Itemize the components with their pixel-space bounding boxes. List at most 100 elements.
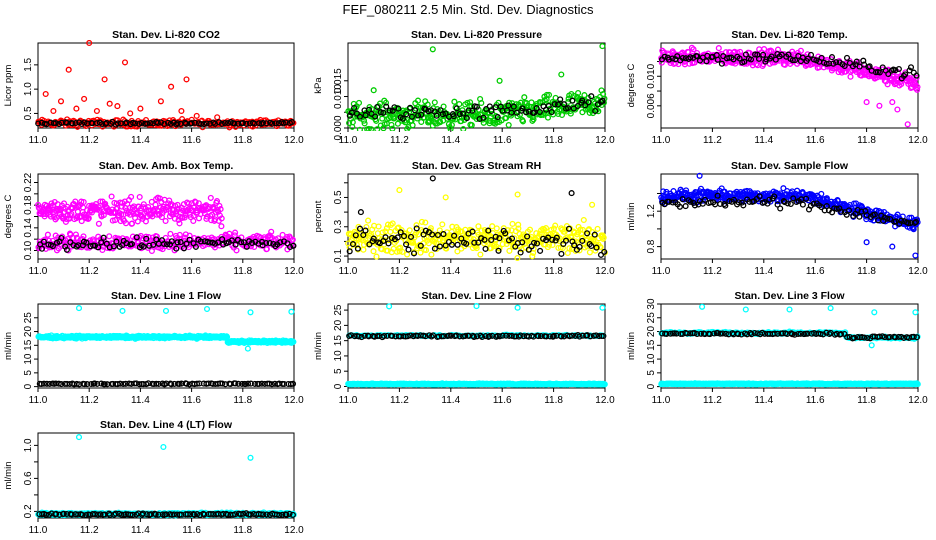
y-axis-label: ml/min: [313, 332, 324, 360]
data-point: [370, 248, 377, 255]
data-point: [813, 57, 820, 64]
data-point: [468, 227, 475, 234]
data-point: [134, 218, 141, 225]
y-tick-label: 20: [333, 319, 344, 331]
data-point: [409, 122, 416, 129]
x-tick-label: 12.0: [284, 266, 304, 277]
data-point: [885, 70, 892, 78]
y-tick-label: 10: [333, 350, 344, 362]
data-point: [277, 239, 284, 246]
data-point: [910, 226, 917, 233]
y-axis-label: Licor ppm: [3, 65, 14, 107]
data-point-outlier: [589, 201, 596, 208]
data-point: [450, 113, 457, 120]
x-tick-label: 11.2: [703, 135, 722, 146]
data-point: [268, 381, 275, 388]
data-point-outlier: [127, 110, 134, 117]
data-point-outlier: [137, 105, 144, 112]
data-point: [440, 231, 447, 238]
data-point: [153, 236, 160, 243]
data-point: [219, 380, 226, 387]
data-point: [463, 115, 470, 122]
data-point: [456, 101, 463, 108]
data-point: [470, 236, 477, 243]
data-point: [665, 198, 673, 205]
data-point: [581, 92, 588, 99]
data-point-outlier: [863, 239, 870, 246]
data-point: [784, 200, 791, 207]
data-point-outlier: [912, 252, 919, 259]
data-point: [448, 121, 455, 129]
data-point: [188, 120, 195, 127]
data-point: [485, 227, 492, 234]
data-point: [395, 105, 402, 112]
data-point: [601, 381, 608, 388]
chart-title: Stan. Dev. Line 3 Flow: [734, 290, 845, 302]
data-point: [214, 239, 222, 246]
data-point: [346, 244, 353, 251]
x-tick-label: 12.0: [595, 266, 615, 277]
data-point: [576, 333, 583, 340]
y-tick-label: 5: [23, 370, 34, 376]
data-point: [88, 380, 95, 388]
data-point: [533, 105, 540, 112]
data-point: [542, 225, 550, 232]
data-point: [168, 238, 175, 245]
data-point: [346, 248, 353, 255]
data-point: [219, 236, 226, 243]
data-point-outlier: [183, 76, 190, 83]
data-point: [289, 236, 296, 243]
data-point: [192, 243, 199, 250]
data-point: [789, 57, 796, 64]
data-point: [586, 249, 593, 256]
data-point: [453, 105, 460, 112]
data-point: [676, 203, 683, 210]
data-point: [144, 120, 151, 127]
data-points: [345, 303, 608, 388]
data-point: [579, 97, 586, 104]
x-tick-label: 11.4: [754, 135, 773, 146]
data-point: [283, 233, 291, 241]
data-point: [905, 220, 912, 227]
data-point: [433, 112, 440, 119]
x-tick-label: 11.2: [80, 395, 99, 406]
y-axis-label: ml/min: [626, 332, 637, 360]
x-tick-label: 11.8: [233, 395, 252, 406]
x-tick-label: 11.4: [754, 266, 773, 277]
y-tick-label: 10: [23, 353, 34, 365]
data-point: [417, 249, 424, 256]
y-tick-label: 0.1: [333, 249, 344, 263]
data-point: [186, 236, 193, 243]
data-point: [740, 202, 747, 209]
data-point: [818, 54, 825, 61]
data-point-outlier: [121, 59, 129, 66]
data-point: [362, 112, 369, 119]
data-point: [67, 211, 74, 219]
x-tick-label: 12.0: [595, 395, 615, 406]
data-point: [458, 118, 465, 125]
data-point-outlier: [203, 305, 211, 313]
data-point: [559, 244, 566, 252]
data-point: [358, 334, 365, 341]
data-point: [232, 241, 239, 248]
plot-frame: [347, 173, 606, 260]
data-point-outlier: [247, 309, 254, 316]
data-points: [35, 40, 297, 131]
data-point: [588, 242, 595, 250]
data-point: [152, 201, 159, 208]
data-point: [355, 333, 362, 340]
data-point: [548, 108, 555, 116]
data-point: [396, 248, 403, 255]
data-point: [389, 125, 396, 131]
data-point: [545, 91, 553, 98]
data-point: [232, 380, 239, 387]
data-point: [349, 241, 357, 248]
data-point-outlier: [696, 172, 703, 179]
data-point: [557, 96, 564, 103]
data-point: [861, 61, 868, 68]
data-point: [143, 235, 150, 242]
data-point: [47, 213, 54, 220]
data-point: [790, 195, 797, 202]
